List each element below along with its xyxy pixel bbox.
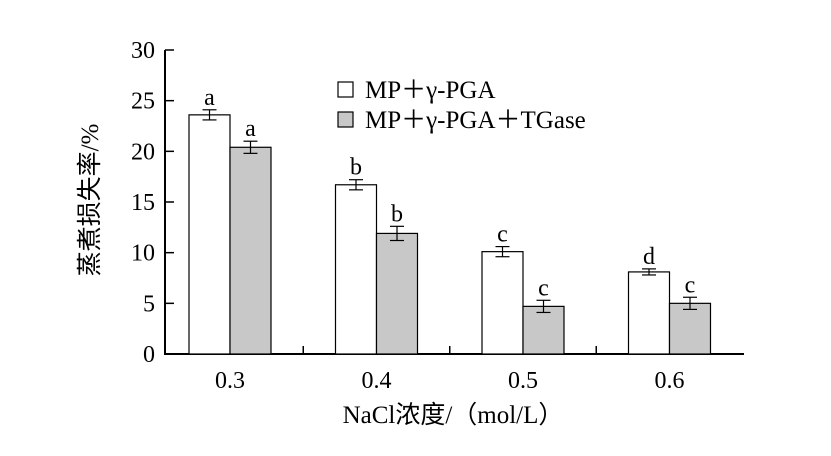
bar-series-1 [334, 184, 378, 355]
bar-series-2 [375, 232, 419, 355]
bar-series-1 [481, 251, 524, 355]
x-tick-label: 0.5 [508, 368, 538, 394]
bar-series-2 [229, 146, 272, 355]
legend-swatch-series-2 [337, 111, 354, 128]
x-ticks: 0.3 0.4 0.5 0.6 [215, 346, 685, 394]
x-tick-label: 0.6 [655, 368, 685, 394]
legend-label-series-2: MP＋γ-PGA＋TGase [365, 107, 586, 134]
significance-label: b [350, 155, 362, 181]
legend: MP＋γ-PGA MP＋γ-PGA＋TGase [337, 77, 586, 134]
error-bar [536, 299, 551, 314]
legend-swatch-series-1 [337, 81, 354, 98]
y-tick-label: 20 [131, 139, 155, 165]
bar-series-1 [188, 114, 231, 355]
y-axis-label: 蒸煮损失率/% [76, 124, 104, 277]
significance-label: d [643, 244, 655, 270]
error-bar [390, 225, 404, 242]
y-tick-label: 10 [131, 241, 155, 267]
y-tick-label: 0 [143, 342, 155, 368]
significance-label: b [391, 201, 403, 227]
bar-series-2 [522, 305, 565, 355]
significance-label: a [245, 116, 256, 142]
significance-label: c [685, 272, 696, 298]
error-bar [683, 296, 697, 311]
x-tick-label: 0.4 [362, 368, 392, 394]
significance-label: a [204, 85, 215, 111]
y-tick-label: 5 [143, 291, 155, 317]
error-bar [243, 140, 258, 154]
bars: a a b b c c d c [188, 85, 712, 355]
error-bar [202, 109, 217, 121]
y-tick-label: 25 [131, 89, 155, 115]
bar-series-2 [668, 302, 712, 355]
error-bar [495, 245, 510, 258]
y-tick-label: 30 [131, 38, 155, 64]
error-bar [642, 268, 656, 276]
legend-label-series-1: MP＋γ-PGA [365, 77, 496, 104]
x-tick-label: 0.3 [215, 368, 245, 394]
x-axis-label: NaCl浓度/（mol/L） [343, 401, 564, 429]
y-tick-label: 15 [131, 190, 155, 216]
y-ticks: 0 5 10 15 20 25 30 [131, 38, 174, 368]
error-bar [349, 179, 363, 191]
significance-label: c [538, 275, 549, 301]
bar-series-1 [627, 271, 671, 355]
significance-label: c [497, 222, 508, 248]
